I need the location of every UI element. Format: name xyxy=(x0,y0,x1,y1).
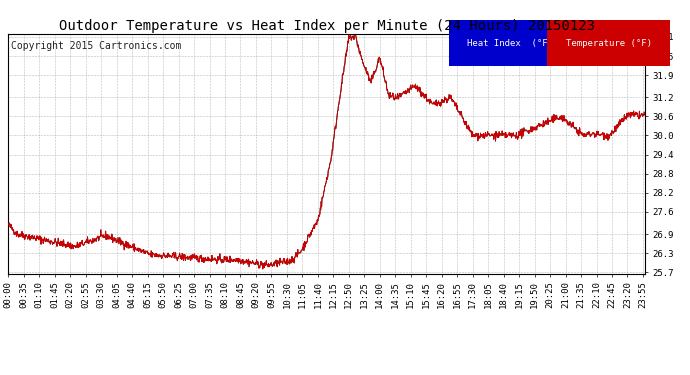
Text: Temperature (°F): Temperature (°F) xyxy=(566,39,651,48)
Title: Outdoor Temperature vs Heat Index per Minute (24 Hours) 20150123: Outdoor Temperature vs Heat Index per Mi… xyxy=(59,19,595,33)
Text: Heat Index  (°F): Heat Index (°F) xyxy=(467,39,553,48)
Text: Copyright 2015 Cartronics.com: Copyright 2015 Cartronics.com xyxy=(12,41,182,51)
